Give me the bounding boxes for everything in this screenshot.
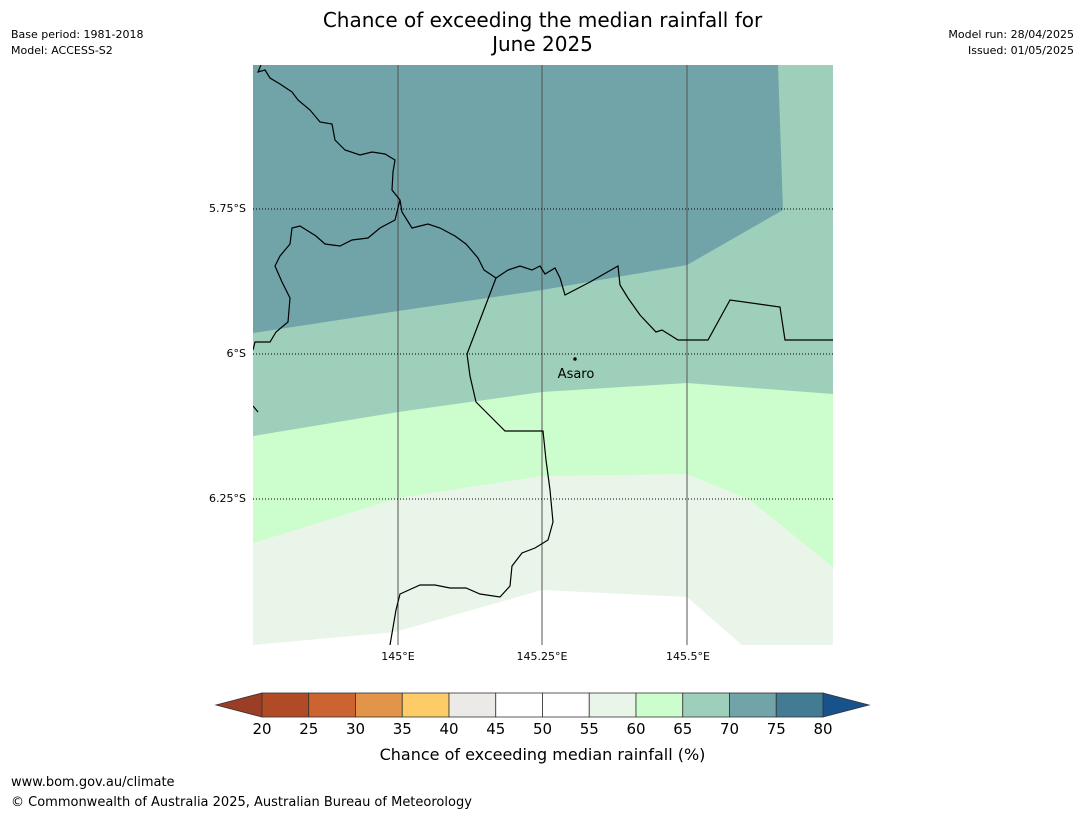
asaro-label: Asaro — [558, 367, 595, 382]
colorbar-tick-label: 25 — [299, 720, 319, 738]
colorbar-tick-label: 60 — [626, 720, 646, 738]
lon-label-145-5: 145.5°E — [666, 650, 710, 663]
title-line-1: Chance of exceeding the median rainfall … — [322, 8, 763, 32]
colorbar-tick-label: 70 — [719, 720, 740, 738]
footer-copyright: © Commonwealth of Australia 2025, Austra… — [11, 795, 472, 810]
meta-right: Model run: 28/04/2025 Issued: 01/05/2025 — [948, 27, 1074, 59]
boundary-fragment — [253, 405, 259, 413]
region-70-75 — [253, 65, 783, 333]
model-name: Model: ACCESS-S2 — [11, 44, 113, 57]
title-line-2: June 2025 — [492, 32, 593, 56]
colorbar-label: Chance of exceeding median rainfall (%) — [379, 745, 706, 764]
model-run: Model run: 28/04/2025 — [948, 28, 1074, 41]
footer-url: www.bom.gov.au/climate — [11, 775, 175, 790]
colorbar-tick-label: 50 — [532, 720, 553, 738]
lon-label-145-25: 145.25°E — [516, 650, 568, 663]
boundary-line-south — [389, 277, 554, 645]
boundary-line-north — [256, 65, 833, 341]
colorbar-tick-label: 30 — [345, 720, 366, 738]
issued-date: Issued: 01/05/2025 — [967, 44, 1074, 57]
colorbar-tick-label: 40 — [439, 720, 459, 738]
colorbar-tick-label: 80 — [813, 720, 833, 738]
colorbar-tick-label: 75 — [766, 720, 786, 738]
meta-left: Base period: 1981-2018 Model: ACCESS-S2 — [11, 27, 143, 59]
colorbar-tick-label: 35 — [392, 720, 412, 738]
lon-label-145: 145°E — [381, 650, 415, 663]
colorbar-tick-label: 65 — [673, 720, 693, 738]
region-50-55 — [253, 590, 742, 645]
lat-label-6-25: 6.25°S — [209, 492, 246, 505]
boundary-line-west — [253, 199, 401, 351]
lat-label-6: 6°S — [226, 347, 246, 360]
colorbar-tick-label: 55 — [579, 720, 599, 738]
lat-label-5-75: 5.75°S — [209, 202, 246, 215]
colorbar-tick-label: 20 — [252, 720, 272, 738]
asaro-marker — [573, 357, 577, 361]
map-title: Chance of exceeding the median rainfall … — [0, 8, 1085, 56]
colorbar-tick-label: 45 — [486, 720, 506, 738]
base-period: Base period: 1981-2018 — [11, 28, 144, 41]
